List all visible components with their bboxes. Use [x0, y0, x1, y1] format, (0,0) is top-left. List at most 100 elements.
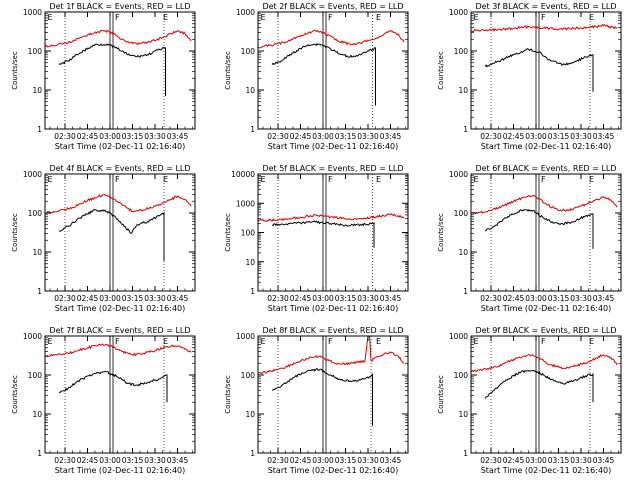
y-axis-label: Counts/sec — [224, 375, 232, 414]
lld-series-line — [471, 23, 618, 33]
flag-band — [322, 173, 327, 292]
x-tick-label: 02:45 — [77, 456, 99, 465]
x-tick-label: 03:00 — [312, 132, 334, 141]
x-axis-label: Start Time (02-Dec-11 02:16:40) — [55, 142, 186, 151]
y-tick-label: 1 — [463, 287, 468, 296]
x-tick-label: 02:30 — [267, 294, 289, 303]
flag-label: F — [115, 175, 120, 184]
y-tick-label: 1 — [463, 449, 468, 458]
flag-label: E — [589, 337, 594, 346]
lld-series-line — [471, 194, 618, 215]
y-axis-label: Counts/sec — [224, 51, 232, 90]
flag-label: E — [163, 175, 168, 184]
flag-label: E — [261, 337, 266, 346]
y-tick-label: 1 — [37, 449, 42, 458]
x-tick-label: 02:45 — [503, 294, 525, 303]
y-tick-label: 10 — [245, 258, 255, 267]
flag-band — [109, 173, 114, 292]
flag-band — [535, 335, 540, 454]
y-tick-label: 100 — [454, 47, 469, 56]
x-tick-label: 02:30 — [54, 456, 76, 465]
plot-frame — [44, 335, 196, 454]
x-axis-label: Start Time (02-Dec-11 02:16:40) — [268, 466, 399, 475]
x-tick-label: 02:45 — [77, 294, 99, 303]
flag-label: E — [474, 175, 479, 184]
y-axis-label: Counts/sec — [11, 213, 19, 252]
x-tick-label: 03:30 — [357, 456, 379, 465]
y-tick-label: 10 — [32, 86, 42, 95]
y-tick-label: 10 — [245, 410, 255, 419]
y-tick-label: 1000 — [236, 8, 255, 17]
flag-label: E — [589, 175, 594, 184]
y-tick-label: 100 — [28, 47, 43, 56]
plot-frame — [257, 173, 409, 292]
y-tick-label: 1 — [463, 125, 468, 134]
x-tick-label: 02:30 — [267, 456, 289, 465]
y-tick-label: 1 — [37, 125, 42, 134]
lld-series-line — [258, 335, 405, 375]
y-tick-label: 10 — [245, 86, 255, 95]
x-tick-label: 03:45 — [167, 456, 189, 465]
y-tick-label: 10 — [32, 248, 42, 257]
y-tick-label: 100 — [454, 371, 469, 380]
flag-label: E — [163, 337, 168, 346]
x-tick-label: 03:30 — [570, 294, 592, 303]
y-tick-label: 1 — [250, 125, 255, 134]
x-tick-label: 02:30 — [480, 294, 502, 303]
plot-frame — [257, 335, 409, 454]
flag-label: E — [474, 337, 479, 346]
x-tick-label: 03:15 — [122, 456, 144, 465]
x-tick-label: 03:30 — [144, 294, 166, 303]
x-tick-label: 03:00 — [99, 456, 121, 465]
lld-series-line — [258, 29, 405, 49]
events-series-line — [484, 208, 594, 249]
flag-label: E — [589, 13, 594, 22]
events-series-line — [271, 42, 376, 106]
flag-label: F — [541, 13, 546, 22]
detector-plot-6: Det 6f BLACK = Events, RED = LLD F E E 1 10 10… — [437, 164, 622, 313]
events-series-line — [484, 48, 594, 92]
detector-plot-9: Det 9f BLACK = Events, RED = LLD F E E 1 10 10… — [437, 326, 622, 475]
flag-label: E — [163, 13, 168, 22]
lld-series-line — [258, 213, 405, 222]
flag-band — [109, 335, 114, 454]
x-tick-label: 02:45 — [77, 132, 99, 141]
detector-plot-3: Det 3f BLACK = Events, RED = LLD F E E 1 10 10… — [437, 2, 622, 151]
y-tick-label: 1000 — [449, 332, 468, 341]
plot-title: Det 1f BLACK = Events, RED = LLD — [49, 2, 190, 11]
x-tick-label: 03:30 — [570, 132, 592, 141]
y-tick-label: 100 — [454, 209, 469, 218]
y-tick-label: 100 — [28, 209, 43, 218]
detector-plot-7: Det 7f BLACK = Events, RED = LLD F E E 1 10 10… — [11, 326, 196, 475]
x-tick-label: 02:30 — [54, 132, 76, 141]
x-tick-label: 02:30 — [480, 132, 502, 141]
flag-label: F — [115, 13, 120, 22]
plot-frame — [257, 11, 409, 130]
x-axis-label: Start Time (02-Dec-11 02:16:40) — [268, 142, 399, 151]
flag-label: F — [541, 337, 546, 346]
y-tick-label: 1000 — [23, 170, 42, 179]
y-tick-label: 10 — [458, 248, 468, 257]
x-tick-label: 03:00 — [312, 294, 334, 303]
plot-title: Det 5f BLACK = Events, RED = LLD — [262, 164, 403, 173]
y-tick-label: 10 — [458, 86, 468, 95]
flag-band — [322, 11, 327, 130]
detector-plot-8: Det 8f BLACK = Events, RED = LLD F E E 1 10 10… — [224, 326, 409, 475]
flag-label: E — [376, 337, 381, 346]
flag-label: E — [261, 175, 266, 184]
y-axis-label: Counts/sec — [437, 213, 445, 252]
plot-frame — [470, 173, 622, 292]
plot-title: Det 9f BLACK = Events, RED = LLD — [475, 326, 616, 335]
x-tick-label: 03:15 — [122, 132, 144, 141]
plot-frame — [470, 335, 622, 454]
flag-label: F — [328, 175, 333, 184]
x-axis-label: Start Time (02-Dec-11 02:16:40) — [481, 304, 612, 313]
x-tick-label: 02:45 — [290, 132, 312, 141]
flag-band — [535, 11, 540, 130]
plot-frame — [44, 173, 196, 292]
flag-label: E — [48, 337, 53, 346]
lld-series-line — [45, 193, 192, 215]
lld-series-line — [45, 343, 192, 358]
flag-label: F — [328, 13, 333, 22]
